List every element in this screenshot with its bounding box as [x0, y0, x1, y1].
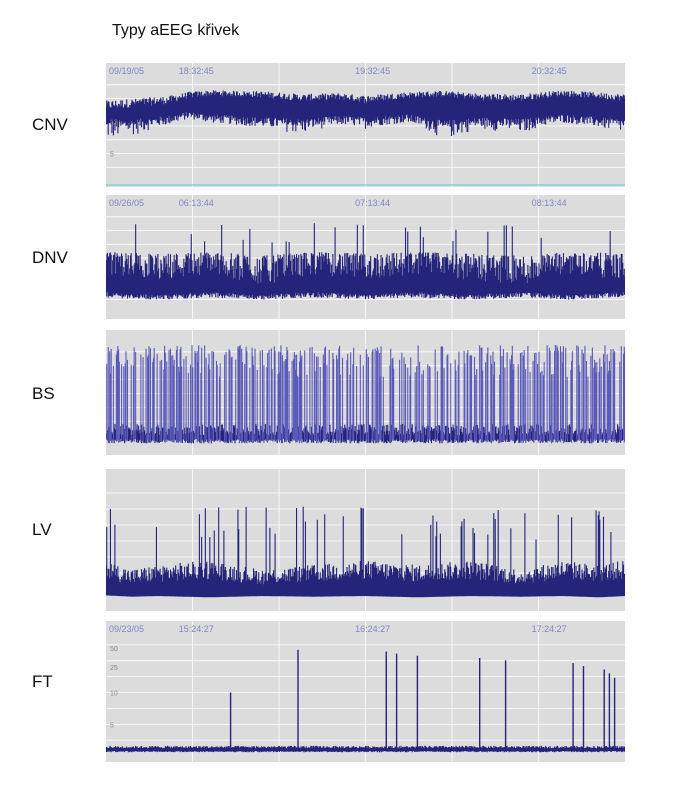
ft-amplitude-trace [106, 745, 625, 753]
ft-grid [106, 621, 625, 762]
dnv-amplitude-trace [106, 223, 625, 300]
cnv-date-label: 09/19/05 [109, 66, 144, 76]
cnv-amplitude-trace [106, 90, 625, 136]
cnv-time-label-2: 20:32:45 [532, 66, 567, 76]
ft-time-label-0: 15:24:27 [179, 624, 214, 634]
cnv-time-label-0: 18:32:45 [179, 66, 214, 76]
ft-trace-path [106, 745, 625, 753]
dnv-trace-path [106, 223, 625, 300]
dnv-time-label-1: 07:13:44 [355, 198, 390, 208]
ft-y-tick-0: 50 [110, 646, 118, 653]
cnv-y-tick-0: 12 [110, 120, 118, 127]
row-label-ft: FT [32, 672, 53, 691]
lv-trace-path [106, 506, 625, 598]
dnv-time-label-2: 08:13:44 [532, 198, 567, 208]
ft-date-label: 09/23/05 [109, 624, 144, 634]
ft-y-tick-1: 25 [110, 665, 118, 672]
cnv-trace-panel: 12 5 09/19/05 18:32:45 19:32:45 20:32:45 [106, 63, 625, 187]
ft-time-label-2: 17:24:27 [532, 624, 567, 634]
dnv-time-label-0: 06:13:44 [179, 198, 214, 208]
ft-y-tick-3: 5 [110, 722, 114, 729]
lv-amplitude-trace [106, 506, 625, 598]
ft-trace-panel: 50 25 10 5 09/23/05 15:24:27 16:24:27 17:24:27 [106, 621, 625, 762]
cnv-trace-path [106, 90, 625, 136]
ft-spikes [229, 649, 616, 750]
bs-trace-panel [106, 330, 625, 455]
figure-title: Typy aEEG křivek [112, 22, 240, 39]
bs-trace-path [106, 424, 624, 444]
row-label-cnv: CNV [32, 115, 68, 134]
lv-trace-panel [106, 469, 625, 611]
dnv-date-label: 09/26/05 [109, 198, 144, 208]
dnv-trace-panel: 09/26/05 06:13:44 07:13:44 08:13:44 [106, 195, 625, 319]
cnv-time-label-1: 19:32:45 [355, 66, 390, 76]
row-label-lv: LV [32, 520, 52, 539]
cnv-y-tick-1: 5 [110, 152, 114, 159]
bs-burst-path [106, 345, 625, 444]
bs-amplitude-trace [106, 345, 625, 444]
row-label-dnv: DNV [32, 248, 68, 267]
ft-time-label-1: 16:24:27 [355, 624, 390, 634]
ft-y-tick-2: 10 [110, 691, 118, 698]
row-label-bs: BS [32, 384, 55, 403]
